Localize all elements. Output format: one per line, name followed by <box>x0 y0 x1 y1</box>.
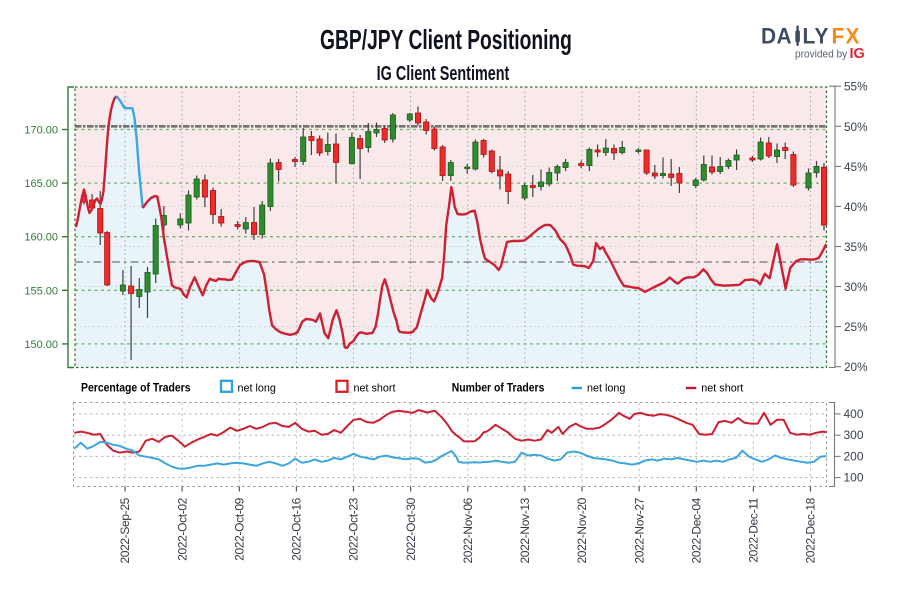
svg-text:Y: Y <box>815 24 829 49</box>
svg-text:net short: net short <box>701 383 743 395</box>
svg-text:2022-Dec-04: 2022-Dec-04 <box>690 497 704 563</box>
svg-text:160.00: 160.00 <box>24 232 58 244</box>
svg-text:45%: 45% <box>844 160 868 174</box>
svg-text:2022-Dec-18: 2022-Dec-18 <box>804 497 818 563</box>
svg-text:X: X <box>846 24 861 49</box>
svg-text:20%: 20% <box>844 360 868 374</box>
svg-text:300: 300 <box>844 428 864 442</box>
svg-text:D: D <box>761 24 776 49</box>
svg-text:L: L <box>803 24 816 49</box>
svg-text:25%: 25% <box>844 320 868 334</box>
svg-text:2022-Sep-25: 2022-Sep-25 <box>118 497 132 563</box>
svg-text:2022-Oct-30: 2022-Oct-30 <box>404 497 418 561</box>
svg-text:50%: 50% <box>844 120 868 134</box>
svg-text:165.00: 165.00 <box>24 178 58 190</box>
svg-text:2022-Nov-13: 2022-Nov-13 <box>518 497 532 563</box>
svg-text:Number of Traders: Number of Traders <box>452 382 545 395</box>
svg-text:2022-Dec-11: 2022-Dec-11 <box>747 497 761 562</box>
svg-text:35%: 35% <box>844 240 868 254</box>
svg-text:40%: 40% <box>844 200 868 214</box>
svg-text:2022-Oct-02: 2022-Oct-02 <box>175 497 189 561</box>
svg-text:2022-Oct-23: 2022-Oct-23 <box>347 497 361 561</box>
svg-text:net long: net long <box>238 383 276 395</box>
svg-text:400: 400 <box>844 407 864 421</box>
svg-text:2022-Nov-27: 2022-Nov-27 <box>632 497 646 563</box>
svg-text:IG Client Sentiment: IG Client Sentiment <box>377 62 510 85</box>
svg-text:2022-Nov-06: 2022-Nov-06 <box>461 497 475 563</box>
svg-text:provided by: provided by <box>795 48 848 60</box>
svg-text:30%: 30% <box>844 280 868 294</box>
svg-text:Percentage of Traders: Percentage of Traders <box>81 382 191 395</box>
svg-text:2022-Oct-16: 2022-Oct-16 <box>290 497 304 561</box>
svg-text:net long: net long <box>587 383 625 395</box>
svg-text:155.00: 155.00 <box>24 285 58 297</box>
svg-text:net short: net short <box>354 383 396 395</box>
svg-text:55%: 55% <box>844 80 868 94</box>
svg-text:IG: IG <box>850 46 865 62</box>
svg-text:A: A <box>777 24 792 49</box>
svg-text:150.00: 150.00 <box>24 339 58 351</box>
svg-text:100: 100 <box>844 471 864 485</box>
svg-text:2022-Oct-09: 2022-Oct-09 <box>233 497 247 561</box>
svg-text:170.00: 170.00 <box>24 125 58 137</box>
svg-text:200: 200 <box>844 449 864 463</box>
svg-text:2022-Nov-20: 2022-Nov-20 <box>575 497 589 563</box>
svg-text:GBP/JPY Client Positioning: GBP/JPY Client Positioning <box>320 26 572 56</box>
svg-text:F: F <box>832 24 845 49</box>
